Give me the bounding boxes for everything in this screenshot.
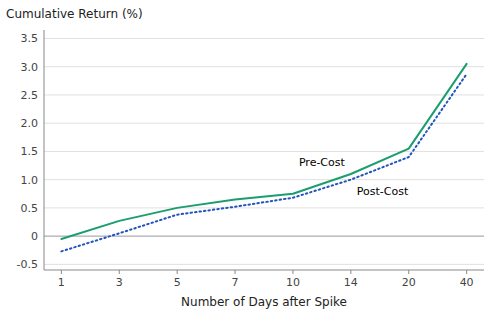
x-tick-label: 20 xyxy=(402,276,416,289)
series-label: Post-Cost xyxy=(357,185,409,198)
series-line xyxy=(61,64,466,239)
y-tick-label: -0.5 xyxy=(17,258,38,271)
y-tick-label: 1.5 xyxy=(21,145,39,158)
y-tick-label: 1.0 xyxy=(21,174,39,187)
x-tick-label: 14 xyxy=(344,276,358,289)
x-tick xyxy=(119,270,120,274)
series-line xyxy=(61,74,466,251)
grid-line xyxy=(44,151,484,152)
x-tick-label: 40 xyxy=(460,276,474,289)
x-tick xyxy=(408,270,409,274)
x-tick-label: 1 xyxy=(58,276,65,289)
y-tick-label: 3.5 xyxy=(21,32,39,45)
x-tick xyxy=(61,270,62,274)
grid-line xyxy=(44,123,484,124)
x-tick-label: 7 xyxy=(232,276,239,289)
x-tick-label: 10 xyxy=(286,276,300,289)
x-axis-label: Number of Days after Spike xyxy=(181,295,347,309)
x-tick xyxy=(292,270,293,274)
y-tick-label: 0.5 xyxy=(21,202,39,215)
grid-line xyxy=(44,94,484,95)
grid-line xyxy=(44,264,484,265)
grid-line xyxy=(44,179,484,180)
grid-line xyxy=(44,66,484,67)
y-tick-label: 2.0 xyxy=(21,117,39,130)
x-tick xyxy=(466,270,467,274)
x-tick-label: 3 xyxy=(116,276,123,289)
grid-line xyxy=(44,38,484,39)
x-tick xyxy=(235,270,236,274)
x-axis-line xyxy=(44,270,484,271)
x-tick xyxy=(350,270,351,274)
y-tick-label: 2.5 xyxy=(21,89,39,102)
y-axis-line xyxy=(44,30,45,270)
y-axis-label: Cumulative Return (%) xyxy=(6,7,143,21)
y-tick-label: 3.0 xyxy=(21,61,39,74)
series-label: Pre-Cost xyxy=(299,156,346,169)
y-tick-label: 0 xyxy=(31,230,38,243)
chart: -0.5 0 0.5 1.0 1.5 2.0 2.5 3.0 3.5 1 3 5 7 10 14 20 40 Pr… xyxy=(0,0,500,314)
plot-area xyxy=(61,64,466,251)
x-tick-label: 5 xyxy=(174,276,181,289)
x-tick xyxy=(177,270,178,274)
grid-line xyxy=(44,207,484,208)
